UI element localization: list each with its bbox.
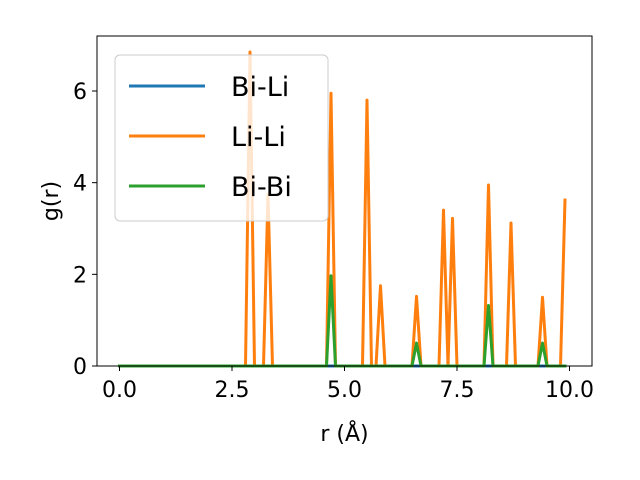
x-tick-label: 2.5 bbox=[215, 378, 250, 403]
y-tick-label: 0 bbox=[73, 355, 87, 380]
x-tick-label: 7.5 bbox=[440, 378, 475, 403]
y-tick-label: 4 bbox=[73, 172, 87, 197]
legend-items: Bi-Li Li-Li Bi-Bi bbox=[129, 72, 292, 203]
y-ticks: 0 2 4 6 bbox=[73, 80, 97, 380]
y-tick-label: 2 bbox=[73, 263, 87, 288]
y-axis-label: g(r) bbox=[39, 181, 64, 221]
legend-label-li-li: Li-Li bbox=[231, 122, 286, 153]
x-axis-label: r (Å) bbox=[320, 420, 368, 447]
x-tick-label: 5.0 bbox=[327, 378, 362, 403]
x-tick-label: 0.0 bbox=[102, 378, 137, 403]
x-tick-label: 10.0 bbox=[545, 378, 594, 403]
legend-frame bbox=[114, 54, 329, 222]
legend: Bi-Li Li-Li Bi-Bi bbox=[114, 54, 329, 222]
legend-label-bi-bi: Bi-Bi bbox=[231, 172, 292, 203]
y-tick-label: 6 bbox=[73, 80, 87, 105]
x-ticks: 0.0 2.5 5.0 7.5 10.0 bbox=[102, 366, 594, 403]
legend-label-bi-li: Bi-Li bbox=[231, 72, 289, 103]
